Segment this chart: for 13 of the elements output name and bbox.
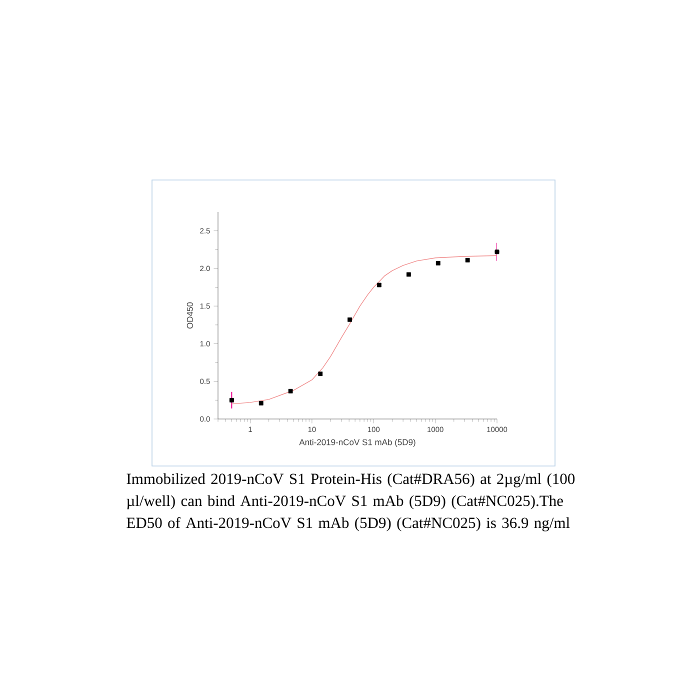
point bbox=[494, 250, 500, 254]
point bbox=[229, 398, 234, 402]
text: Immobilized 2019-nCoV S1 Protein-His (Cat#DRA56) at 2µg/ml (100 µl/well) can bind Anti-2019-nCoV S1 mAb (5D9) (Cat#NC025).The ED50 of Anti-2019-nCoV S1 mAb (5D9) (Cat#NC025) is 36.9 ng/ml bbox=[126, 473, 575, 532]
point bbox=[288, 388, 293, 394]
point bbox=[318, 372, 323, 376]
y-axis-title: OD450 bbox=[186, 302, 193, 329]
point bbox=[406, 272, 411, 277]
point bbox=[258, 400, 264, 406]
point bbox=[376, 282, 382, 288]
point bbox=[348, 317, 352, 322]
x-axis-title: Anti-2019-nCoV S1 mAb (5D9) bbox=[299, 438, 416, 447]
point bbox=[436, 260, 440, 266]
point bbox=[465, 258, 470, 262]
